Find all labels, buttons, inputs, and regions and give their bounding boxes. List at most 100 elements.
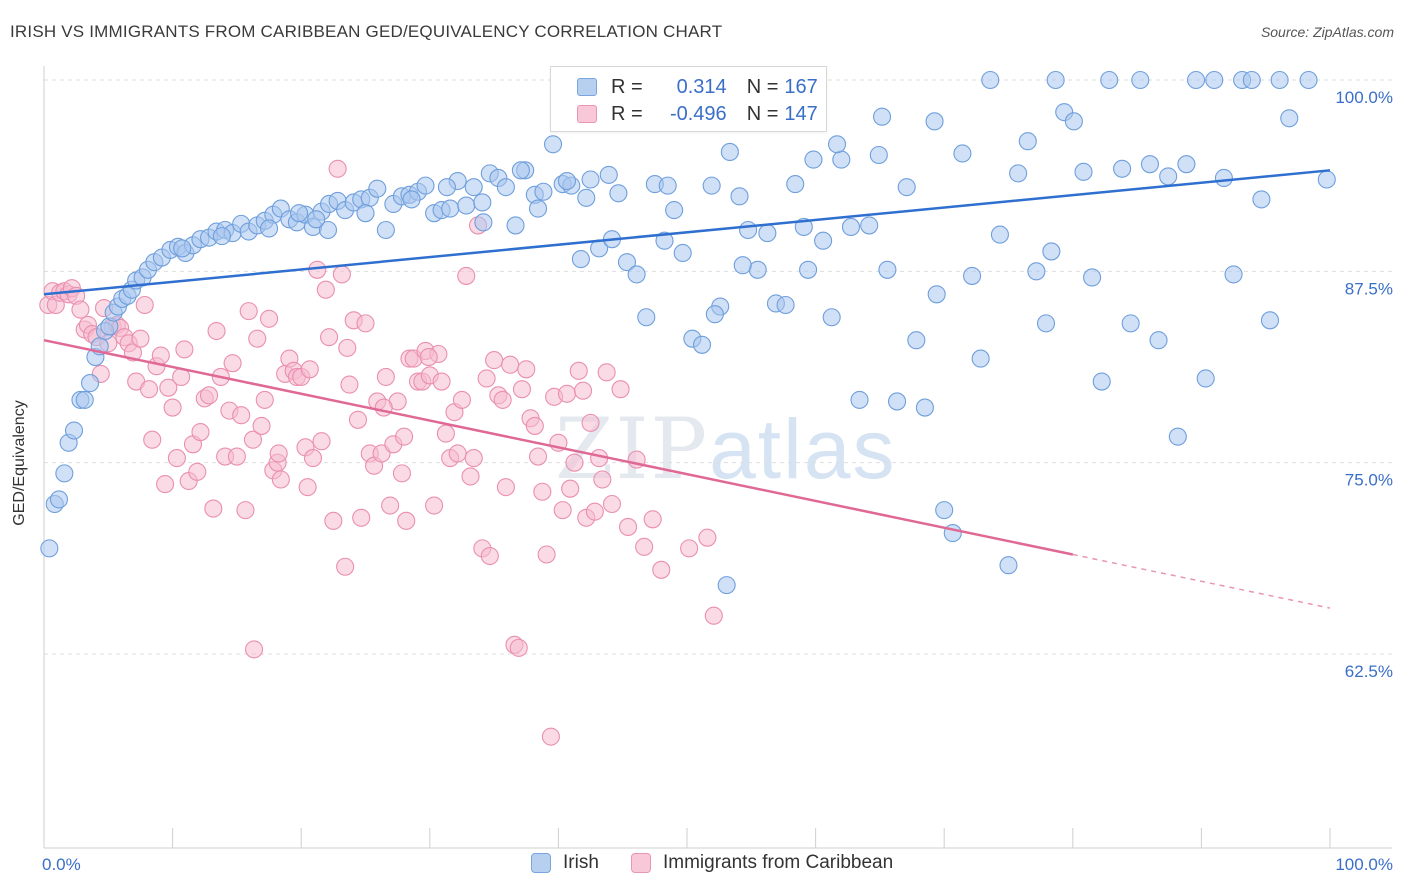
caribbean-point [135,295,154,315]
irish-point [872,107,892,126]
legend-caribbean-n-value: 147 [784,102,818,125]
caribbean-point [131,329,150,348]
irish-point [658,176,677,195]
caribbean-point [151,346,170,365]
irish-point [464,178,483,197]
irish-point [1205,70,1224,90]
caribbean-point [611,380,630,399]
caribbean-point [204,499,223,518]
caribbean-point [163,398,182,417]
caribbean-point [698,528,717,547]
irish-point [878,260,897,279]
caribbean-point [356,314,375,333]
irish-point [665,201,684,220]
irish-point [1083,268,1102,287]
irish-point [543,135,563,154]
irish-point [655,231,674,250]
irish-point [511,161,530,180]
caribbean-point [452,390,472,409]
irish-point [416,176,435,195]
irish-point [692,335,712,354]
caribbean-point [537,545,556,564]
caribbean-point [392,464,411,483]
caribbean-point [223,354,242,373]
caribbean-point [207,321,226,341]
caribbean-point [308,260,327,279]
irish-point [290,204,309,223]
irish-point [907,331,926,350]
caribbean-point [328,159,347,178]
irish-point [1140,155,1160,174]
caribbean-point [312,432,331,451]
caribbean-point [501,355,520,374]
irish-point [739,220,758,240]
caribbean-point [496,478,515,497]
irish-point [887,392,907,411]
irish-point [720,142,739,161]
irish-point [860,216,879,235]
caribbean-point [553,501,572,520]
caribbean-point [643,510,662,529]
irish-point [730,187,749,206]
caribbean-point [585,502,604,521]
irish-point [927,285,946,304]
irish-point [473,193,492,212]
caribbean-point [395,427,414,446]
irish-points [40,70,1336,595]
caribbean-point [320,328,339,347]
caribbean-point [376,367,395,386]
irish-point [1177,155,1196,174]
irish-point [599,165,618,184]
legend-irish-n-value: 167 [784,75,818,98]
irish-point [827,135,847,154]
irish-point [212,227,231,246]
caribbean-point [316,280,335,299]
caribbean-point [374,398,393,417]
irish-point [915,398,934,417]
irish-point [925,112,944,131]
irish-point [1100,70,1119,90]
irish-point [748,260,767,279]
irish-point [999,556,1018,575]
caribbean-point [324,511,343,530]
irish-point [1036,314,1056,333]
legend-row-caribbean: R = -0.496 N = 147 [551,100,818,128]
irish-point [1252,190,1271,209]
caribbean-point [175,340,194,359]
irish-point [627,265,646,284]
legend-caribbean-r-label: R = [611,102,643,125]
caribbean-point [252,416,271,435]
caribbean-point [244,640,264,659]
irish-point [75,390,94,409]
caribbean-point [419,348,438,367]
caribbean-point [533,482,552,501]
caribbean-point [704,606,723,625]
irish-point [259,219,279,238]
irish-point [990,225,1009,244]
irish-point [850,390,869,409]
caribbean-point [432,372,451,391]
irish-point [1299,70,1318,90]
caribbean-point [139,380,159,399]
irish-point [64,421,84,440]
irish-point [1224,265,1243,284]
caribbean-point [477,369,496,388]
caribbean-trend-line [43,338,1074,556]
caribbean-point [271,470,290,489]
irish-point [963,266,982,285]
irish-point [897,178,916,197]
caribbean-point [652,560,671,579]
irish-point [376,220,395,240]
irish-point [822,308,841,327]
caribbean-point [485,351,504,370]
irish-point [981,70,1000,90]
irish-point [1009,164,1028,183]
caribbean-point [680,539,699,558]
irish-trend-line [43,169,1331,296]
irish-point [1131,70,1150,90]
caribbean-point [156,475,175,494]
caribbean-point [397,511,416,530]
irish-point [799,260,818,279]
source-label: Source: ZipAtlas.com [1260,24,1394,40]
